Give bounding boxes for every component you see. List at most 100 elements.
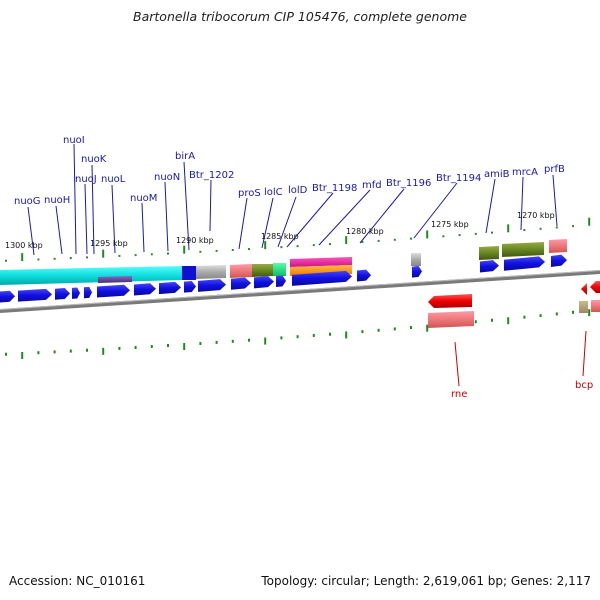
leader-Btr_1196: [359, 188, 405, 244]
cds-forward-arrow[interactable]: [72, 287, 80, 299]
cds-forward-arrow[interactable]: [198, 279, 226, 292]
gene-rne-arrow[interactable]: [428, 294, 472, 308]
gene-label-nuoN[interactable]: nuoN: [154, 172, 180, 183]
tick-label: 1275 kbp: [431, 220, 469, 229]
feature-olive-mrcA: [502, 242, 544, 257]
cds-forward-arrow[interactable]: [551, 254, 567, 267]
genome-backbone: [0, 270, 600, 313]
leader-nuoI: [73, 143, 77, 255]
cds-forward-arrow[interactable]: [357, 269, 371, 282]
cds-forward-arrow[interactable]: [276, 275, 286, 287]
leader-amiB: [485, 178, 496, 234]
gene-label-lolD[interactable]: lolD: [288, 185, 308, 196]
map-title: Bartonella tribocorum CIP 105476, comple…: [133, 9, 467, 24]
cds-forward-arrow[interactable]: [412, 265, 422, 278]
leader-prfB: [552, 174, 558, 227]
leader-proS: [238, 197, 248, 250]
cds-forward-arrow[interactable]: [480, 260, 499, 273]
cds-forward-arrow[interactable]: [231, 277, 251, 290]
leader-nuoJ: [84, 183, 88, 255]
tick-label: 1270 kbp: [517, 211, 555, 220]
gene-bcp-class-2: [591, 300, 600, 312]
gene-label-mfd[interactable]: mfd: [362, 180, 382, 191]
cds-forward-arrow[interactable]: [159, 281, 181, 295]
leader-nuoK: [91, 164, 95, 255]
cds-forward-arrow[interactable]: [134, 283, 156, 296]
leader-bcp: [582, 330, 587, 377]
cds-forward-arrow[interactable]: [97, 284, 130, 298]
cds-forward-arrow[interactable]: [292, 270, 352, 286]
tick-label: 1290 kbp: [176, 236, 214, 245]
leader-nuoG: [27, 206, 35, 256]
feature-blue-block: [182, 266, 196, 280]
feature-cyan-block: [0, 266, 182, 285]
cds-forward-arrow[interactable]: [254, 276, 274, 289]
reverse-strand-genes: [428, 281, 600, 328]
gene-label-lolC[interactable]: lolC: [264, 187, 283, 198]
label-leader-lines: [27, 143, 558, 256]
cds-forward-arrow[interactable]: [0, 290, 15, 303]
feature-purple-block: [98, 276, 132, 283]
gene-label-amiB[interactable]: amiB: [484, 169, 510, 180]
genome-backbone-highlight: [0, 270, 600, 310]
gene-labels-red: rne bcp: [451, 380, 593, 400]
tick-labels: 1300 kbp 1295 kbp 1290 kbp 1285 kbp 1280…: [5, 211, 555, 250]
gene-label-nuoL[interactable]: nuoL: [101, 174, 126, 185]
gene-label-nuoK[interactable]: nuoK: [81, 154, 107, 165]
gene-label-nuoM[interactable]: nuoM: [130, 193, 157, 204]
leader-Btr_1194: [413, 182, 458, 239]
leader-birA: [183, 161, 190, 251]
gene-label-rne[interactable]: rne: [451, 389, 467, 400]
cds-forward-arrow[interactable]: [55, 287, 70, 300]
upper-tick-track: [5, 217, 591, 262]
cds-forward-arrow[interactable]: [184, 280, 196, 293]
feature-class-band: [0, 239, 567, 285]
gene-label-nuoI[interactable]: nuoI: [63, 135, 85, 146]
gene-label-prfB[interactable]: prfB: [544, 164, 565, 175]
tick-label: 1280 kbp: [346, 227, 384, 236]
tick-label: 1285 kbp: [261, 232, 299, 241]
leader-Btr_1198: [286, 192, 334, 248]
leader-nuoH: [55, 205, 63, 255]
tick-label: 1300 kbp: [5, 241, 43, 250]
feature-grey-block: [196, 265, 226, 279]
gene-label-Btr_1194[interactable]: Btr_1194: [436, 173, 481, 184]
feature-grey-small: [411, 253, 421, 266]
feature-magenta-block: [290, 257, 352, 267]
leader-mfd: [318, 189, 371, 246]
cds-forward-arrow[interactable]: [84, 286, 92, 299]
genome-summary-text: Topology: circular; Length: 2,619,061 bp…: [261, 574, 591, 588]
cds-forward-arrow[interactable]: [504, 256, 545, 271]
feature-olive-amiB: [479, 246, 499, 260]
gene-label-Btr_1198[interactable]: Btr_1198: [312, 183, 357, 194]
accession-text: Accession: NC_010161: [9, 574, 146, 588]
tick-label: 1295 kbp: [90, 239, 128, 248]
cds-forward-arrow[interactable]: [18, 288, 52, 302]
leader-mrcA: [520, 176, 524, 231]
gene-label-bcp[interactable]: bcp: [575, 380, 593, 391]
gene-label-birA[interactable]: birA: [175, 151, 195, 162]
forward-strand-genes: [0, 254, 567, 303]
leader-nuoL: [111, 184, 116, 254]
gene-label-Btr_1202[interactable]: Btr_1202: [189, 170, 234, 181]
lower-tick-track: [5, 309, 591, 359]
feature-pink-block: [230, 264, 252, 278]
gene-bcp-class: [579, 301, 588, 313]
gene-label-Btr_1196[interactable]: Btr_1196: [386, 178, 431, 189]
gene-labels: nuoG nuoH nuoI nuoJ nuoK nuoL nuoM nuoN …: [14, 135, 565, 207]
gene-label-nuoJ[interactable]: nuoJ: [75, 174, 97, 185]
leader-rne: [454, 341, 460, 387]
gene-label-nuoG[interactable]: nuoG: [14, 196, 41, 207]
gene-rne-class: [428, 311, 474, 328]
gene-label-proS[interactable]: proS: [238, 188, 261, 199]
gene-label-mrcA[interactable]: mrcA: [512, 167, 538, 178]
gene-bcp-arrow[interactable]: [581, 283, 587, 295]
gene-bcp-arrow-2[interactable]: [590, 281, 600, 293]
feature-green-block: [273, 263, 286, 276]
gene-label-nuoH[interactable]: nuoH: [44, 195, 70, 206]
leader-lolC: [261, 197, 274, 249]
label-leader-lines-red: [454, 330, 587, 387]
feature-olive-block: [252, 264, 273, 277]
feature-pink-prfB: [549, 239, 567, 253]
